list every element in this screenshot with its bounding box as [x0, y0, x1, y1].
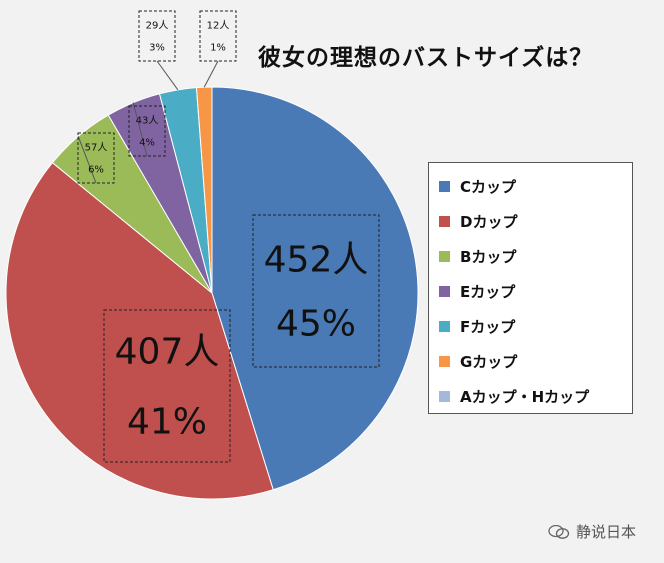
watermark-text: 静说日本: [576, 523, 637, 541]
data-label-e: 43人 4%: [128, 105, 166, 157]
data-label-box-e: [128, 105, 166, 157]
data-label-box-f: [138, 10, 176, 62]
pie-slice-c: [211, 86, 419, 491]
data-label-percent-b: 6%: [88, 165, 104, 176]
legend-item-g: Gカップ: [439, 344, 632, 379]
pie-slice-d: [5, 161, 274, 500]
data-label-c: 452人 45%: [252, 214, 380, 368]
data-label-box-g: [199, 10, 237, 62]
data-label-b: 57人 6%: [77, 132, 115, 184]
legend-item-b: Bカップ: [439, 239, 632, 274]
legend-label-a-h: Aカップ・Hカップ: [460, 388, 590, 406]
data-label-percent-c: 45%: [276, 304, 356, 345]
legend-item-e: Eカップ: [439, 274, 632, 309]
leader-line-g: [203, 60, 219, 88]
data-label-percent-d: 41%: [127, 402, 207, 443]
data-label-percent-g: 1%: [210, 43, 226, 54]
legend-label-e: Eカップ: [460, 283, 516, 301]
wechat-logo-icon: [548, 524, 570, 539]
data-label-count-g: 12人: [207, 20, 230, 32]
leader-line-f: [156, 60, 179, 91]
legend-item-a-h: Aカップ・Hカップ: [439, 379, 632, 414]
legend-label-b: Bカップ: [460, 248, 517, 266]
data-label-count-c: 452人: [264, 240, 369, 281]
data-label-percent-e: 4%: [139, 138, 155, 149]
data-label-percent-f: 3%: [149, 43, 165, 54]
chart-title: 彼女の理想のバストサイズは？: [258, 45, 594, 71]
legend-swatch-e: [439, 286, 450, 297]
legend-item-f: Fカップ: [439, 309, 632, 344]
legend-label-g: Gカップ: [460, 353, 518, 371]
data-label-count-d: 407人: [115, 332, 220, 373]
data-label-count-f: 29人: [146, 20, 169, 32]
data-label-d: 407人 41%: [103, 309, 231, 463]
data-label-g: 12人 1%: [199, 10, 237, 62]
legend-swatch-g: [439, 356, 450, 367]
data-label-box-b: [77, 132, 115, 184]
legend-swatch-f: [439, 321, 450, 332]
legend: Cカップ Dカップ Bカップ Eカップ Fカップ Gカップ Aカップ・Hカップ: [428, 162, 633, 414]
legend-item-c: Cカップ: [439, 169, 632, 204]
data-label-count-b: 57人: [85, 142, 108, 154]
legend-swatch-b: [439, 251, 450, 262]
legend-label-d: Dカップ: [460, 213, 518, 231]
data-label-f: 29人 3%: [138, 10, 176, 62]
legend-swatch-a-h: [439, 391, 450, 402]
legend-label-f: Fカップ: [460, 318, 516, 336]
leader-line-e: [132, 102, 148, 157]
data-label-count-e: 43人: [136, 115, 159, 127]
data-label-box-d: [103, 309, 231, 463]
watermark: 静说日本: [548, 521, 636, 542]
data-label-box-c: [252, 214, 380, 368]
legend-label-c: Cカップ: [460, 178, 517, 196]
legend-swatch-c: [439, 181, 450, 192]
legend-item-d: Dカップ: [439, 204, 632, 239]
leader-line-b: [77, 136, 97, 184]
legend-swatch-d: [439, 216, 450, 227]
